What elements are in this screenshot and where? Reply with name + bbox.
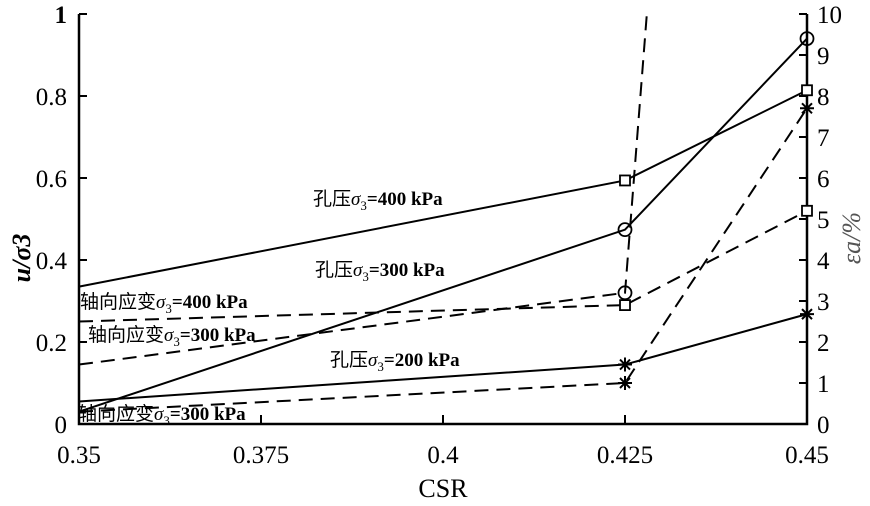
data-point-circle bbox=[799, 31, 815, 46]
y-tick-label: 1 bbox=[55, 2, 68, 29]
data-point-star bbox=[618, 357, 632, 372]
annotation-suffix: =200 kPa bbox=[384, 350, 460, 371]
series-line bbox=[78, 209, 808, 323]
data-point-square bbox=[801, 84, 813, 97]
series-line bbox=[78, 37, 808, 413]
data-point-star bbox=[800, 101, 814, 116]
series-0 bbox=[78, 84, 813, 288]
series-annotation: 孔压σ3=200 kPa bbox=[330, 349, 460, 374]
series-annotation: 孔压σ3=300 kPa bbox=[315, 259, 445, 284]
y-right-tick-label: 9 bbox=[817, 43, 830, 70]
annotation-prefix: 轴向应变 bbox=[80, 291, 156, 313]
series-3 bbox=[78, 204, 813, 323]
series-layer bbox=[78, 13, 815, 413]
y-right-tick-label: 5 bbox=[817, 207, 830, 234]
series-annotation: 轴向应变σ3=300 kPa bbox=[88, 324, 256, 349]
y-tick-label: 0.2 bbox=[36, 330, 67, 357]
series-annotation: 轴向应变σ3=400 kPa bbox=[80, 291, 248, 316]
x-axis-label: CSR bbox=[418, 474, 468, 501]
y-right-tick-label: 8 bbox=[817, 84, 830, 111]
y-tick-label: 0.6 bbox=[36, 166, 67, 193]
x-tick-label: 0.45 bbox=[785, 442, 829, 469]
annotation-suffix: =300 kPa bbox=[180, 325, 256, 346]
series-annotation: 孔压σ3=400 kPa bbox=[313, 188, 443, 213]
series-annotation: 轴向应变σ3=300 kPa bbox=[78, 403, 246, 428]
data-point-square bbox=[619, 299, 631, 312]
data-point-star bbox=[800, 307, 814, 322]
axes: 0.35 0.375 0.4 0.425 0.4500.20.40.60.8101234… bbox=[36, 2, 842, 469]
series-line bbox=[78, 89, 808, 288]
annotation-subscript: 3 bbox=[360, 198, 367, 213]
data-point-square bbox=[619, 174, 631, 187]
annotation-subscript: 3 bbox=[362, 269, 369, 284]
annotation-subscript: 3 bbox=[377, 359, 384, 374]
series-1 bbox=[78, 31, 815, 413]
annotation-suffix: =300 kPa bbox=[170, 404, 246, 425]
y-right-tick-label: 6 bbox=[817, 166, 830, 193]
series-2 bbox=[78, 307, 814, 403]
y-right-tick-label: 3 bbox=[817, 289, 830, 316]
y-tick-label: 0.8 bbox=[36, 84, 67, 111]
y-tick-label: 0 bbox=[55, 412, 68, 439]
data-point-square bbox=[801, 204, 813, 217]
y-right-axis-label: εa/% bbox=[837, 212, 866, 264]
y-right-tick-label: 4 bbox=[817, 248, 830, 275]
x-tick-label: 0.425 bbox=[597, 442, 653, 469]
annotation-sigma: σ bbox=[164, 325, 174, 346]
data-point-circle bbox=[617, 285, 633, 301]
y-right-tick-label: 2 bbox=[817, 330, 830, 357]
annotation-suffix: =400 kPa bbox=[367, 189, 443, 210]
annotation-sigma: σ bbox=[368, 350, 378, 371]
annotation-prefix: 孔压 bbox=[313, 188, 351, 210]
annotation-prefix: 孔压 bbox=[330, 349, 368, 371]
annotation-prefix: 轴向应变 bbox=[88, 324, 164, 346]
y-axis-label: u/σ3 bbox=[7, 234, 36, 283]
x-tick-label: 0.375 bbox=[233, 442, 289, 469]
annotation-subscript: 3 bbox=[165, 301, 172, 316]
annotation-sigma: σ bbox=[156, 292, 166, 313]
data-point-circle bbox=[617, 222, 633, 238]
annotation-prefix: 孔压 bbox=[315, 259, 353, 281]
series-5 bbox=[78, 101, 814, 413]
annotation-suffix: =300 kPa bbox=[369, 260, 445, 281]
y-right-tick-label: 0 bbox=[817, 412, 830, 439]
annotation-sigma: σ bbox=[154, 404, 164, 425]
data-point-star bbox=[618, 376, 632, 390]
annotation-suffix: =400 kPa bbox=[172, 292, 248, 313]
annotation-sigma: σ bbox=[353, 260, 363, 281]
series-line bbox=[78, 13, 648, 366]
annotation-subscript: 3 bbox=[163, 413, 170, 428]
x-tick-label: 0.35 bbox=[57, 442, 101, 469]
series-line bbox=[78, 107, 808, 413]
x-tick-label: 0.4 bbox=[427, 442, 459, 469]
y-tick-label: 0.4 bbox=[36, 248, 68, 275]
series-4 bbox=[78, 13, 648, 366]
annotation-sigma: σ bbox=[351, 189, 361, 210]
y-right-tick-label: 7 bbox=[817, 125, 830, 152]
y-right-tick-label: 1 bbox=[817, 371, 830, 398]
annotation-subscript: 3 bbox=[173, 334, 180, 349]
annotation-prefix: 轴向应变 bbox=[78, 403, 154, 425]
y-right-tick-label: 10 bbox=[817, 2, 842, 29]
